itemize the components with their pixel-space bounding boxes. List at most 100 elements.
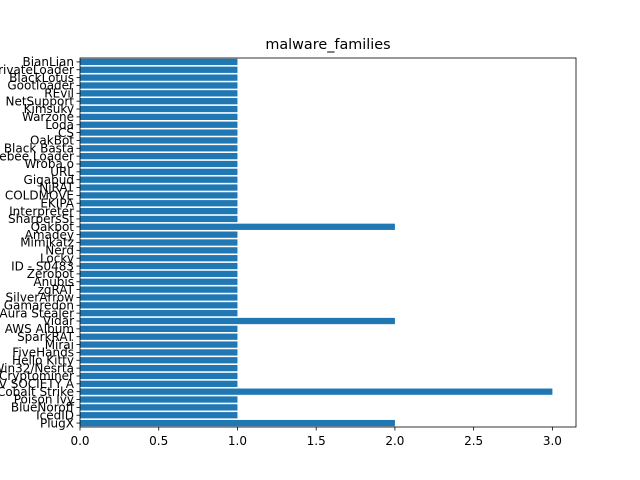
bar xyxy=(80,184,238,191)
y-tick-label: SilverArrow xyxy=(6,291,75,305)
y-tick-label: Loda xyxy=(45,118,74,132)
bar xyxy=(80,278,238,285)
y-tick-label: Mimikatz xyxy=(20,236,74,250)
y-tick-label: REvil xyxy=(44,87,74,101)
bar xyxy=(80,137,238,144)
y-tick-label: Amadey xyxy=(25,228,74,242)
bars-layer xyxy=(80,58,553,427)
y-tick-label: Cobalt Strike xyxy=(0,385,74,399)
bar xyxy=(80,357,238,364)
y-tick-label: AWS Album xyxy=(5,322,74,336)
y-tick-label: Mirai xyxy=(45,338,74,352)
bar xyxy=(80,270,238,278)
y-tick-label: Kimsuky xyxy=(24,102,74,116)
plot-frame xyxy=(79,57,577,428)
bar xyxy=(80,341,238,348)
bar xyxy=(80,176,238,183)
y-tick-label: Hello Kitty xyxy=(12,353,74,367)
x-axis: 0.0 0.5 1.0 1.5 2.0 2.5 3.0 xyxy=(70,427,562,448)
y-tick-label: BlueNoroff xyxy=(11,401,75,415)
bar xyxy=(80,82,238,89)
bar xyxy=(80,333,238,340)
bar xyxy=(80,419,395,427)
bar xyxy=(80,380,238,387)
y-tick-label: Win32/Nesrta xyxy=(0,361,74,375)
y-tick-label: PlugX xyxy=(40,416,74,430)
x-tick-label: 3.0 xyxy=(543,434,562,448)
y-tick-label: NjRAT xyxy=(39,181,74,195)
bar xyxy=(80,396,238,403)
bar xyxy=(80,364,238,372)
bar xyxy=(80,74,238,81)
bar xyxy=(80,145,238,152)
y-tick-label: COLDMOVE xyxy=(5,189,74,203)
bar xyxy=(80,192,238,199)
x-tick-label: 1.0 xyxy=(228,434,247,448)
y-tick-label: ALPHV SOCIETY A xyxy=(0,377,75,391)
bar xyxy=(80,302,238,309)
bar xyxy=(80,98,238,105)
y-tick-label: IcedID xyxy=(36,408,74,422)
bar xyxy=(80,160,238,168)
bar xyxy=(80,129,238,136)
y-tick-label: zgRAT xyxy=(38,283,75,297)
bar xyxy=(80,255,238,262)
y-tick-label: Gigabud xyxy=(24,173,74,187)
y-tick-label: Anubis xyxy=(33,275,74,289)
y-tick-label: Cryptominer xyxy=(0,369,74,383)
x-tick-label: 0.0 xyxy=(70,434,89,448)
y-tick-label: Interpreter xyxy=(9,204,74,218)
y-tick-label: Gamaredon xyxy=(4,299,74,313)
y-tick-label: Qakbot xyxy=(31,220,75,234)
y-tick-label: Aura Stealer xyxy=(0,306,74,320)
chart-title: malware_families xyxy=(265,37,390,53)
x-tick-label: 2.0 xyxy=(385,434,404,448)
bar xyxy=(80,152,238,160)
y-tick-label: Wroba.o xyxy=(25,157,74,171)
bar xyxy=(80,121,238,128)
bar xyxy=(80,412,238,419)
y-tick-label: Gootloader xyxy=(7,79,74,93)
bar xyxy=(80,113,238,121)
bar xyxy=(80,404,238,411)
x-tick-label: 0.5 xyxy=(149,434,168,448)
bar xyxy=(80,223,395,230)
y-tick-label: BlackLotus xyxy=(9,71,74,85)
bar xyxy=(80,239,238,246)
x-tick-label: 2.5 xyxy=(464,434,483,448)
y-tick-label: FiveHands xyxy=(12,346,74,360)
y-tick-label: Bumblebee Loader xyxy=(0,149,74,163)
y-tick-label: Poison Ivy xyxy=(14,393,74,407)
bar xyxy=(80,207,238,215)
y-tick-label: Black Basta xyxy=(4,141,74,155)
bar xyxy=(80,349,238,356)
bar xyxy=(80,231,238,238)
y-tick-label: Nerd xyxy=(45,244,74,258)
bar xyxy=(80,310,238,317)
bar xyxy=(80,262,238,270)
y-tick-label: NetSupport xyxy=(5,94,74,108)
bar xyxy=(80,247,238,254)
bar xyxy=(80,286,238,293)
y-tick-label: Zerobot xyxy=(27,267,75,281)
y-tick-label: CS xyxy=(58,126,74,140)
bar xyxy=(80,215,238,223)
y-tick-label: OakBot xyxy=(30,134,74,148)
y-tick-label: Locky xyxy=(40,251,74,265)
y-tick-label: Vidar xyxy=(43,314,74,328)
y-tick-label: SparkRAT xyxy=(17,330,75,344)
bar xyxy=(80,90,238,97)
bar xyxy=(80,66,238,73)
y-tick-label: URL xyxy=(50,165,74,179)
bar xyxy=(80,317,395,325)
y-tick-label: EKIPA xyxy=(40,196,74,210)
bar xyxy=(80,58,238,66)
y-tick-label: ID - S0483 xyxy=(11,259,74,273)
bar xyxy=(80,105,238,113)
bar xyxy=(80,200,238,207)
y-tick-label: PrivateLoader xyxy=(0,63,74,77)
bar xyxy=(80,168,238,175)
